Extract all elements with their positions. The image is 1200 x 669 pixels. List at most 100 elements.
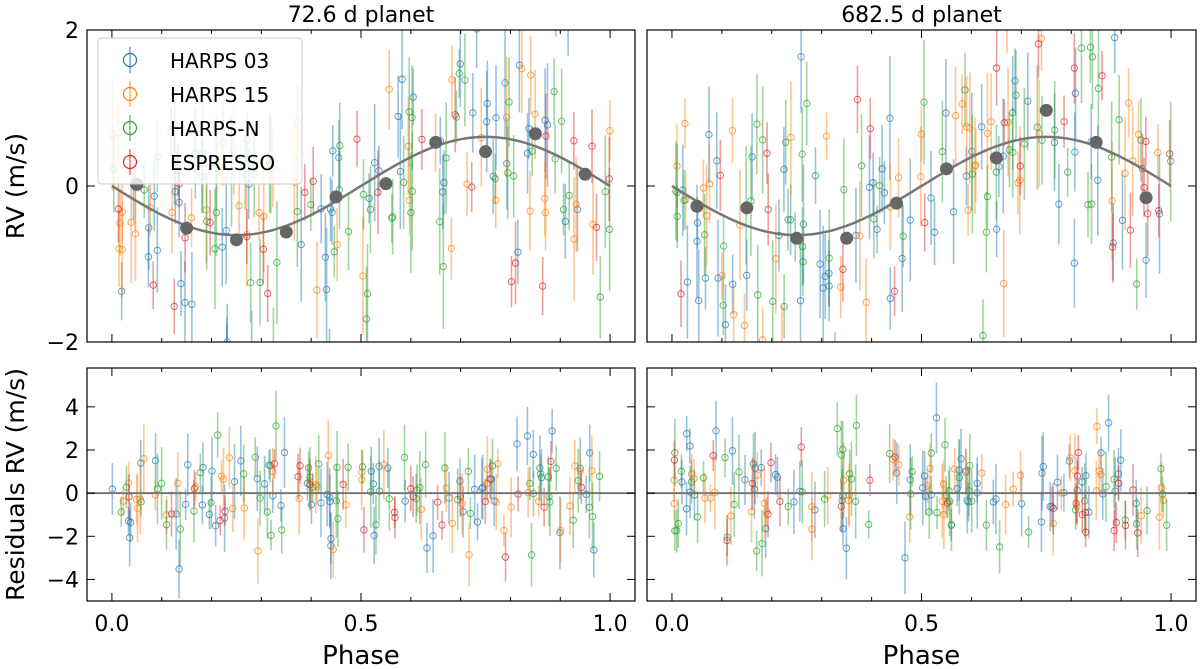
point-espresso xyxy=(1121,521,1130,530)
point-harps-03 xyxy=(693,237,701,245)
point-harps-03 xyxy=(456,60,464,68)
point-harps-03 xyxy=(503,159,511,168)
point-harps-n xyxy=(870,215,878,223)
point-espresso xyxy=(1138,165,1147,173)
point-espresso xyxy=(538,282,547,290)
point-espresso xyxy=(391,513,399,522)
point-harps-03 xyxy=(513,440,521,448)
point-harps-03 xyxy=(771,470,780,479)
point-harps-15 xyxy=(588,467,596,475)
point-espresso xyxy=(763,149,771,157)
point-harps-03 xyxy=(743,271,751,280)
point-harps-03 xyxy=(1111,34,1119,42)
x-tick-label: 1.0 xyxy=(1154,612,1189,637)
point-harps-03 xyxy=(964,498,973,506)
point-harps-15 xyxy=(235,202,243,210)
point-harps-15 xyxy=(606,127,614,135)
point-harps-n xyxy=(798,150,806,158)
point-harps-15 xyxy=(254,547,262,555)
point-harps-15 xyxy=(772,255,780,263)
point-harps-03 xyxy=(365,194,373,203)
binned-point xyxy=(1139,191,1153,205)
point-harps-n xyxy=(207,498,215,507)
point-harps-03 xyxy=(693,219,702,227)
point-harps-03 xyxy=(973,479,981,488)
point-harps-n xyxy=(1157,465,1165,473)
point-harps-03 xyxy=(456,477,464,485)
point-espresso xyxy=(891,453,899,461)
point-espresso xyxy=(1140,183,1148,192)
point-harps-03 xyxy=(1024,97,1032,105)
point-espresso xyxy=(1074,448,1083,457)
point-harps-n xyxy=(784,502,792,511)
legend-label: HARPS 15 xyxy=(170,83,269,107)
point-espresso xyxy=(216,516,224,525)
point-harps-n xyxy=(769,297,777,306)
binned-point xyxy=(379,177,393,191)
point-harps-n xyxy=(1132,520,1141,528)
point-harps-15 xyxy=(442,484,451,492)
point-harps-15 xyxy=(681,119,689,128)
model-curve xyxy=(111,135,611,237)
point-harps-15 xyxy=(405,196,414,204)
point-harps-n xyxy=(1077,44,1086,52)
point-harps-15 xyxy=(570,235,578,243)
point-harps-03 xyxy=(796,297,805,305)
point-espresso xyxy=(167,510,176,518)
point-harps-n xyxy=(1033,123,1042,131)
point-harps-15 xyxy=(229,504,237,513)
point-harps-03 xyxy=(1053,478,1062,486)
point-harps-15 xyxy=(357,476,366,484)
point-harps-03 xyxy=(260,480,269,488)
point-espresso xyxy=(677,290,685,298)
point-harps-03 xyxy=(409,93,417,101)
point-harps-n xyxy=(505,98,513,106)
point-harps-03 xyxy=(1097,449,1105,457)
point-harps-03 xyxy=(565,11,571,17)
point-harps-15 xyxy=(260,212,268,221)
point-harps-03 xyxy=(398,75,406,83)
point-harps-15 xyxy=(202,206,210,214)
point-harps-03 xyxy=(429,532,437,540)
point-harps-n xyxy=(527,551,536,559)
point-harps-15 xyxy=(133,504,142,513)
point-harps-n xyxy=(336,141,344,150)
point-harps-03 xyxy=(797,53,805,61)
point-harps-03 xyxy=(930,228,939,236)
point-espresso xyxy=(511,259,520,267)
point-harps-15 xyxy=(971,162,979,170)
binned-point xyxy=(479,145,493,159)
point-harps-n xyxy=(461,76,469,84)
point-harps-03 xyxy=(701,274,710,282)
point-harps-n xyxy=(979,331,987,340)
point-espresso xyxy=(306,480,314,489)
binned-point xyxy=(279,225,293,239)
point-harps-n xyxy=(674,519,682,528)
point-harps-03 xyxy=(223,338,231,342)
binned-point xyxy=(229,233,243,247)
point-harps-03 xyxy=(541,116,549,124)
point-espresso xyxy=(1126,226,1135,234)
point-harps-03 xyxy=(117,287,126,296)
point-harps-n xyxy=(372,521,380,529)
point-espresso xyxy=(1114,479,1123,488)
point-harps-03 xyxy=(125,534,134,542)
point-harps-15 xyxy=(448,76,456,84)
point-espresso xyxy=(1060,117,1068,126)
point-harps-n xyxy=(333,463,341,472)
point-harps-n xyxy=(421,460,430,469)
point-harps-n xyxy=(968,170,977,178)
point-harps-n xyxy=(536,470,545,478)
point-harps-n xyxy=(557,117,566,125)
point-espresso xyxy=(1112,518,1121,527)
point-harps-03 xyxy=(927,194,935,202)
point-harps-15 xyxy=(131,230,140,238)
data-layer xyxy=(671,30,1175,342)
point-espresso xyxy=(264,289,272,298)
point-harps-15 xyxy=(572,200,580,208)
point-harps-03 xyxy=(751,464,759,472)
point-harps-03 xyxy=(1142,256,1150,264)
point-harps-n xyxy=(408,187,416,196)
point-harps-03 xyxy=(175,565,183,573)
point-harps-n xyxy=(1080,497,1089,505)
